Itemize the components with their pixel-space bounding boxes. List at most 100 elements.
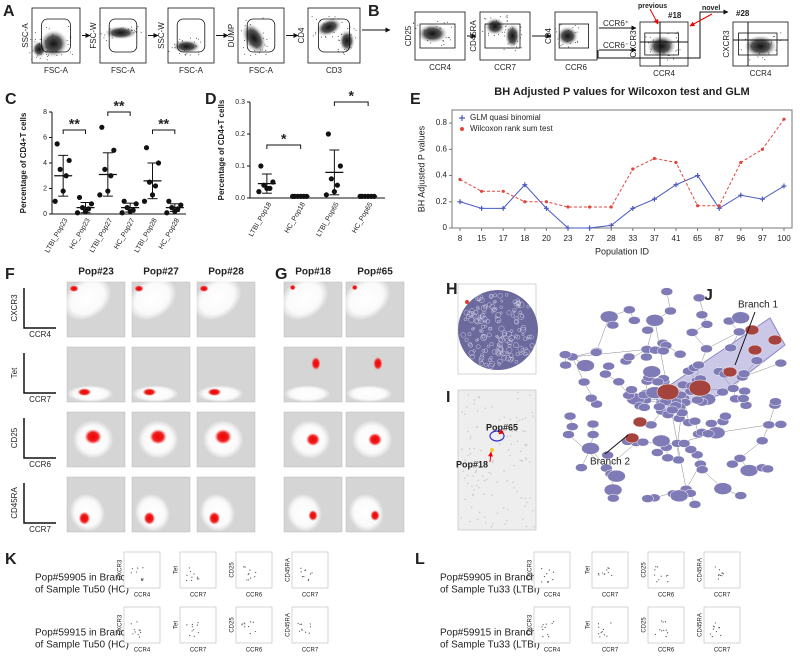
event-dot <box>753 46 755 48</box>
network-edge <box>572 349 647 358</box>
network-node <box>623 305 636 315</box>
event-dot <box>429 38 431 40</box>
event-dot <box>71 53 73 55</box>
gate <box>558 23 590 49</box>
event-dot <box>103 37 105 39</box>
event-dot <box>599 636 601 638</box>
tsne-texture <box>489 356 493 360</box>
event-dot <box>744 38 746 40</box>
tsne-texture <box>498 418 501 421</box>
event-dot <box>346 49 348 51</box>
tsne-texture <box>513 464 516 467</box>
network-node <box>657 346 670 356</box>
y-axis-label: CXCR3 <box>629 30 638 58</box>
event-dot <box>323 23 325 25</box>
event-dot <box>721 572 723 574</box>
significance-label: ** <box>114 98 125 114</box>
event-dot <box>510 34 512 36</box>
event-dot <box>137 634 139 636</box>
network-node <box>584 393 598 403</box>
population-highlight <box>77 388 92 396</box>
event-dot <box>442 40 444 42</box>
event-dot <box>490 17 492 19</box>
event-dot <box>261 49 263 51</box>
network-node <box>622 352 636 362</box>
event-dot <box>428 37 430 39</box>
cell-cloud <box>286 493 322 532</box>
tsne-texture <box>491 307 496 312</box>
y-axis-label: CXCR3 <box>528 559 534 580</box>
mini-plot <box>235 551 273 589</box>
tsne-texture <box>464 459 466 462</box>
tsne-texture <box>461 448 463 451</box>
event-dot <box>600 631 602 634</box>
event-dot <box>347 28 349 30</box>
event-dot <box>770 43 772 45</box>
tsne-texture <box>514 316 519 321</box>
tsne-texture <box>525 443 528 446</box>
event-dot <box>513 43 515 45</box>
panel-letter: A <box>3 3 15 20</box>
x-tick-label: 8 <box>458 234 463 243</box>
event-dot <box>133 29 135 31</box>
y-axis-label: CD4 <box>297 27 306 44</box>
event-dot <box>315 33 317 35</box>
tsne-texture <box>464 337 469 342</box>
population-highlight <box>142 388 157 396</box>
event-dot <box>134 631 136 633</box>
event-dot <box>332 36 334 38</box>
tsne-texture <box>523 351 528 357</box>
tsne-texture <box>475 344 481 350</box>
column-header: Pop#18 <box>295 267 331 278</box>
event-dot <box>542 636 544 638</box>
tsne-texture <box>471 462 474 464</box>
label-pointer <box>604 434 629 455</box>
density <box>505 24 520 48</box>
tsne-texture <box>472 327 476 330</box>
tsne-texture <box>471 485 473 488</box>
event-dot <box>138 629 140 631</box>
event-dot <box>120 34 122 36</box>
branch-label: Branch 2 <box>590 457 630 468</box>
tsne-texture <box>473 318 479 324</box>
event-dot <box>506 16 508 18</box>
tsne-texture <box>464 498 466 501</box>
network-node <box>700 320 714 329</box>
network-node <box>641 325 654 335</box>
event-dot <box>552 578 554 581</box>
event-dot <box>194 45 196 47</box>
network-node <box>642 365 661 378</box>
gate <box>41 18 71 53</box>
network-node <box>737 369 751 379</box>
gate <box>108 18 138 53</box>
population-label: Pop#18 <box>456 459 488 469</box>
event-dot <box>665 636 667 638</box>
network-node <box>651 377 665 387</box>
tsne-texture <box>531 411 533 414</box>
arrow <box>689 13 713 27</box>
tsne-texture <box>469 453 472 455</box>
event-dot <box>569 31 571 33</box>
network-node <box>724 343 737 353</box>
mini-plot <box>647 606 685 644</box>
marker <box>652 156 657 161</box>
event-dot <box>191 576 193 578</box>
network-node <box>762 420 776 430</box>
event-dot <box>649 51 651 53</box>
event-dot <box>343 39 345 41</box>
tsne-texture <box>473 403 476 405</box>
tsne-texture <box>463 317 468 322</box>
tsne-texture <box>473 489 475 491</box>
event-dot <box>750 45 752 47</box>
event-dot <box>196 578 199 580</box>
network-node <box>607 493 620 503</box>
event-dot <box>764 59 766 61</box>
event-dot <box>606 569 608 571</box>
event-dot <box>567 30 569 32</box>
event-dot <box>346 40 348 42</box>
x-tick-label: 27 <box>585 234 594 243</box>
axis-icon <box>23 418 56 459</box>
network-node <box>672 455 685 465</box>
gate <box>419 23 456 49</box>
network-edge <box>706 331 740 350</box>
